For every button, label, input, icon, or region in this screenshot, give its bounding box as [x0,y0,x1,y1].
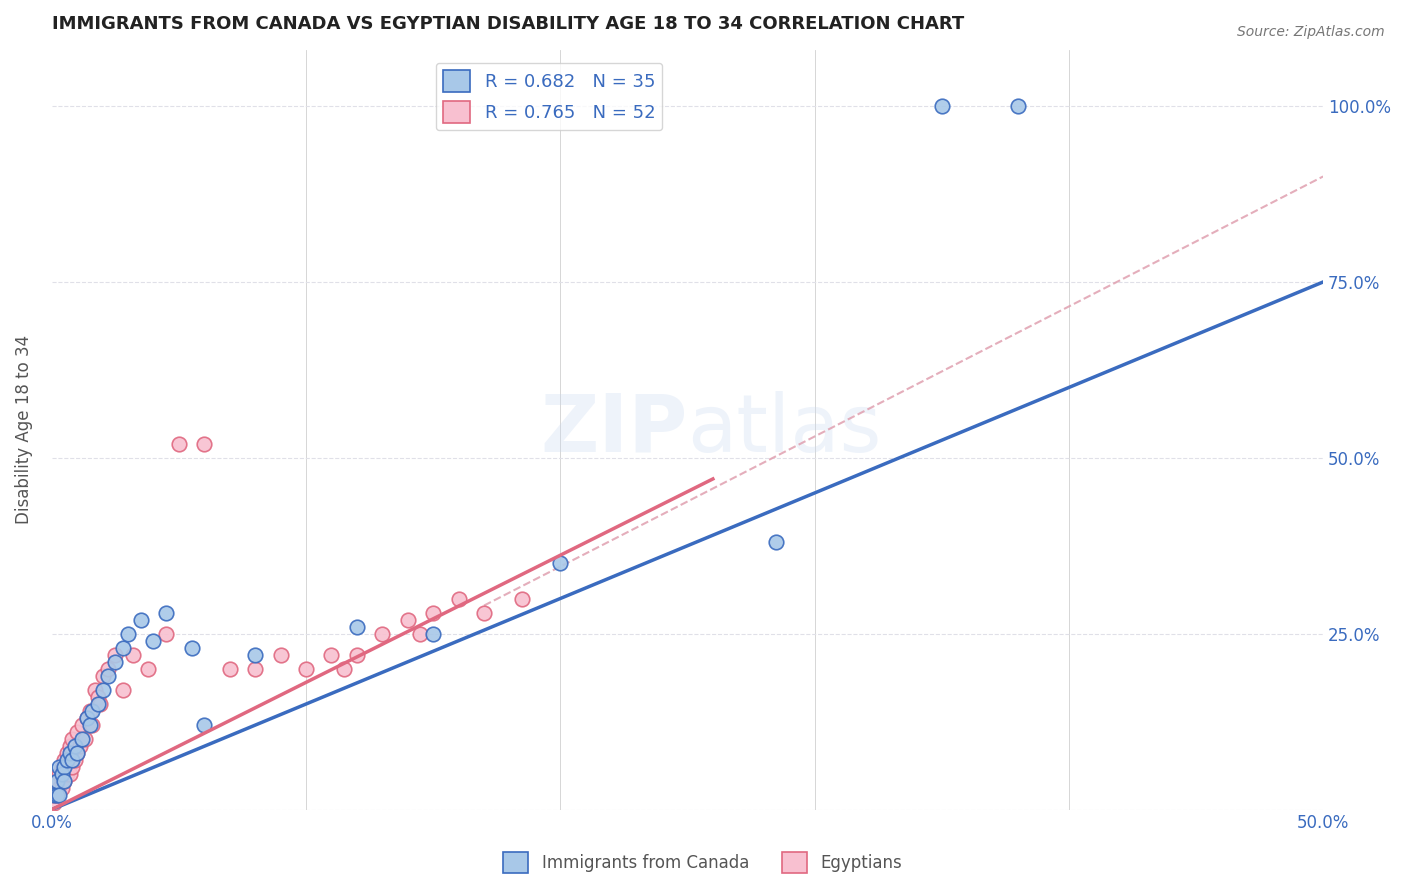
Point [66,746,89,760]
Point [53,774,76,789]
Point [82,704,104,718]
Point [104,655,127,669]
Point [167,436,190,450]
Legend: Immigrants from Canada, Egyptians: Immigrants from Canada, Egyptians [496,846,910,880]
Point [51,781,73,796]
Point [53,760,76,774]
Point [56,767,79,781]
Point [931,99,953,113]
Point [765,535,787,549]
Point [1007,99,1029,113]
Point [218,662,240,676]
Point [155,626,177,640]
Point [45,774,67,789]
Point [69,739,91,754]
Point [72,732,94,747]
Point [58,739,80,754]
Point [193,436,215,450]
Point [45,789,67,803]
Point [117,626,139,640]
Point [56,753,79,767]
Point [346,648,368,662]
Point [472,606,495,620]
Point [79,704,101,718]
Point [243,662,266,676]
Point [409,626,432,640]
Point [97,669,120,683]
Point [422,606,444,620]
Point [44,781,66,796]
Point [122,648,145,662]
Point [44,789,66,803]
Text: Source: ZipAtlas.com: Source: ZipAtlas.com [1237,25,1385,39]
Point [91,669,114,683]
Point [180,640,202,655]
Point [91,682,114,697]
Point [60,732,83,747]
Point [63,739,86,754]
Point [270,648,292,662]
Point [56,746,79,760]
Point [73,732,96,747]
Point [53,774,76,789]
Point [63,753,86,767]
Point [86,690,108,704]
Point [76,711,98,725]
Point [60,760,83,774]
Point [97,662,120,676]
Point [422,626,444,640]
Point [76,711,98,725]
Text: ZIP: ZIP [540,391,688,468]
Point [346,620,368,634]
Text: atlas: atlas [688,391,882,468]
Point [44,796,66,810]
Point [111,640,134,655]
Point [371,626,394,640]
Point [84,682,107,697]
Point [48,789,70,803]
Point [333,662,356,676]
Point [66,746,89,760]
Point [48,760,70,774]
Point [66,725,89,739]
Point [86,697,108,711]
Point [447,591,470,606]
Point [45,774,67,789]
Point [51,760,73,774]
Point [243,648,266,662]
Point [51,767,73,781]
Text: IMMIGRANTS FROM CANADA VS EGYPTIAN DISABILITY AGE 18 TO 34 CORRELATION CHART: IMMIGRANTS FROM CANADA VS EGYPTIAN DISAB… [52,15,965,33]
Point [53,753,76,767]
Point [60,753,83,767]
Point [510,591,533,606]
Point [111,682,134,697]
Point [58,746,80,760]
Point [193,718,215,732]
Point [155,606,177,620]
Point [48,781,70,796]
Point [142,633,165,648]
Point [550,557,572,571]
Point [45,789,67,803]
Point [58,767,80,781]
Point [321,648,343,662]
Legend: R = 0.682   N = 35, R = 0.765   N = 52: R = 0.682 N = 35, R = 0.765 N = 52 [436,62,662,130]
Point [104,648,127,662]
Point [129,613,152,627]
Point [82,718,104,732]
Point [138,662,160,676]
Point [72,718,94,732]
Point [48,767,70,781]
Point [295,662,318,676]
Y-axis label: Disability Age 18 to 34: Disability Age 18 to 34 [15,335,32,524]
Point [44,789,66,803]
Point [89,697,111,711]
Point [396,613,419,627]
Point [79,718,101,732]
